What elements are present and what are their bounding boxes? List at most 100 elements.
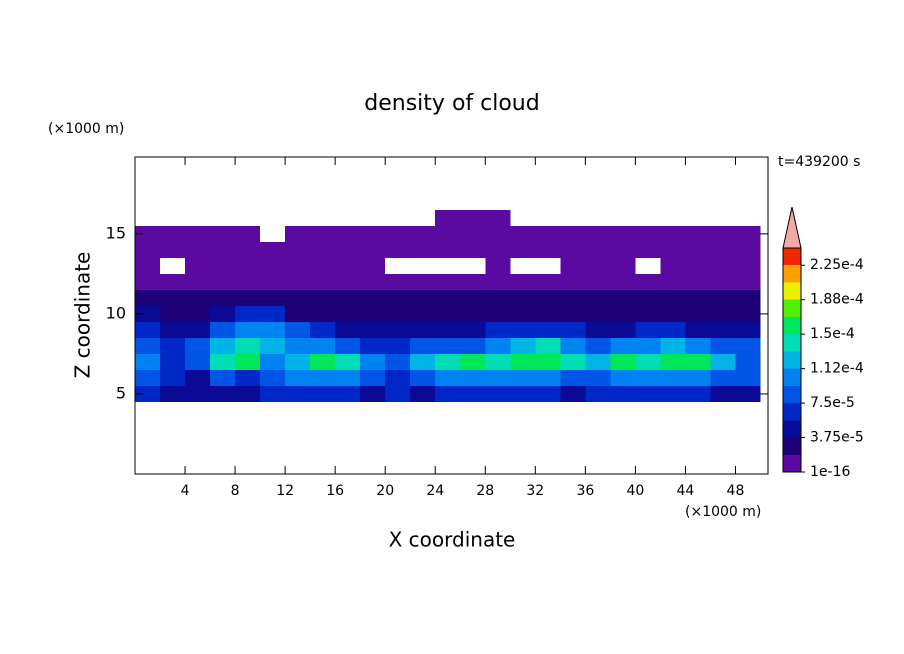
contour-cell: [660, 369, 686, 386]
contour-cell: [260, 353, 286, 370]
contour-cell: [335, 337, 361, 354]
contour-cell: [560, 241, 586, 258]
contour-cell: [485, 257, 511, 274]
contour-cell: [535, 321, 561, 338]
contour-cell: [135, 321, 161, 338]
contour-cell: [585, 337, 611, 354]
contour-cell: [635, 305, 661, 322]
contour-cell: [260, 289, 286, 306]
contour-cell: [210, 257, 236, 274]
contour-cell: [685, 305, 711, 322]
contour-cell: [585, 305, 611, 322]
x-tick-label: 4: [181, 483, 190, 499]
contour-cell: [285, 257, 311, 274]
contour-cell: [685, 241, 711, 258]
contour-cell: [410, 305, 436, 322]
contour-cell: [635, 353, 661, 370]
colorbar-tick-label: 1e-16: [810, 464, 850, 480]
contour-cell: [710, 337, 736, 354]
contour-cell: [285, 241, 311, 258]
contour-cell: [510, 241, 536, 258]
contour-cell: [210, 353, 236, 370]
contour-cell: [560, 273, 586, 290]
contour-cell: [185, 225, 211, 242]
contour-cell: [360, 273, 386, 290]
contour-cell: [260, 305, 286, 322]
contour-cell: [135, 241, 161, 258]
contour-cell: [235, 289, 261, 306]
contour-cell: [710, 321, 736, 338]
contour-cell: [160, 241, 186, 258]
contour-cell: [735, 321, 761, 338]
contour-cell: [460, 305, 486, 322]
plot-frame: [134, 156, 769, 475]
contour-cell: [610, 385, 636, 402]
contour-cell: [135, 305, 161, 322]
contour-cell: [710, 225, 736, 242]
contour-cell: [135, 353, 161, 370]
colorbar-band: [783, 454, 801, 472]
contour-cell: [535, 305, 561, 322]
contour-cell: [435, 385, 461, 402]
colorbar-band: [783, 248, 801, 266]
contour-cell: [360, 321, 386, 338]
contour-cell: [135, 225, 161, 242]
contour-cell: [585, 385, 611, 402]
contour-cell: [260, 273, 286, 290]
contour-cell: [235, 305, 261, 322]
contour-cell: [160, 225, 186, 242]
contour-cell: [460, 273, 486, 290]
contour-cell: [435, 225, 461, 242]
contour-cell: [535, 289, 561, 306]
contour-cell: [460, 241, 486, 258]
contour-cell: [335, 305, 361, 322]
contour-cell: [185, 385, 211, 402]
contour-cell: [310, 289, 336, 306]
contour-cell: [560, 321, 586, 338]
contour-cell: [585, 273, 611, 290]
contour-field: [135, 209, 761, 402]
contour-cell: [285, 353, 311, 370]
chart-title: density of cloud: [364, 91, 539, 116]
contour-cell: [485, 209, 511, 226]
contour-cell: [385, 385, 411, 402]
contour-cell: [235, 369, 261, 386]
contour-cell: [560, 369, 586, 386]
contour-cell: [360, 369, 386, 386]
contour-cell: [235, 337, 261, 354]
contour-cell: [435, 337, 461, 354]
contour-cell: [585, 289, 611, 306]
contour-cell: [385, 369, 411, 386]
contour-cell: [435, 369, 461, 386]
contour-cell: [235, 353, 261, 370]
contour-cell: [660, 257, 686, 274]
contour-cell: [535, 353, 561, 370]
colorbar-tick-label: 2.25e-4: [810, 257, 864, 273]
contour-cell: [210, 321, 236, 338]
contour-cell: [385, 225, 411, 242]
contour-cell: [310, 241, 336, 258]
contour-cell: [385, 273, 411, 290]
contour-cell: [435, 289, 461, 306]
contour-cell: [610, 241, 636, 258]
colorbar-band: [783, 368, 801, 386]
contour-cell: [460, 353, 486, 370]
contour-cell: [460, 225, 486, 242]
x-tick-label: 28: [476, 483, 494, 499]
contour-cell: [260, 385, 286, 402]
contour-cell: [735, 241, 761, 258]
contour-cell: [135, 289, 161, 306]
contour-cell: [585, 321, 611, 338]
contour-cell: [735, 369, 761, 386]
contour-cell: [435, 305, 461, 322]
contour-cell: [635, 321, 661, 338]
contour-cell: [560, 305, 586, 322]
contour-cell: [485, 385, 511, 402]
contour-cell: [360, 385, 386, 402]
contour-cell: [160, 305, 186, 322]
y-unit: (×1000 m): [48, 121, 124, 137]
contour-cell: [210, 369, 236, 386]
contour-cell: [260, 369, 286, 386]
contour-cell: [410, 353, 436, 370]
contour-cell: [560, 225, 586, 242]
